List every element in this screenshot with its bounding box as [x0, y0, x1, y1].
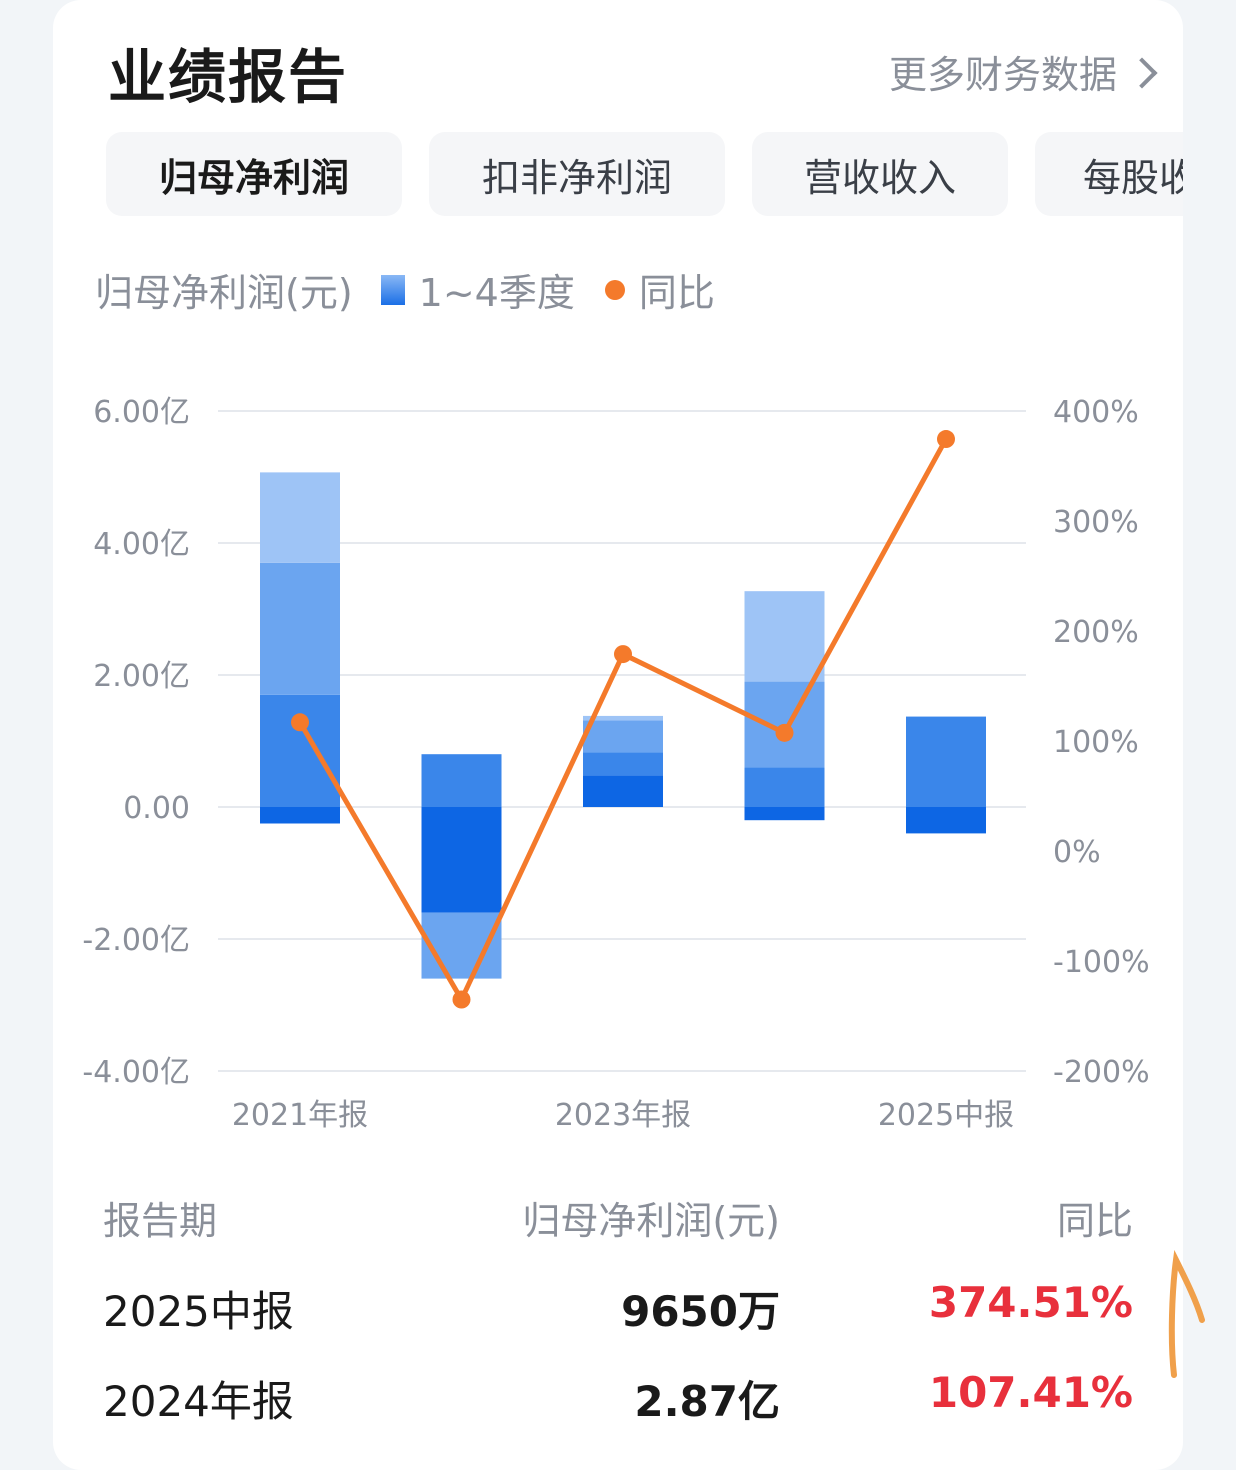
bar-segment — [744, 767, 825, 807]
y-right-tick-label: 200% — [1053, 615, 1139, 650]
chart-legend: 归母净利润(元) 1~4季度 同比 — [95, 262, 715, 317]
y-left-tick-label: 2.00亿 — [93, 659, 190, 694]
tab-deducted-net-profit[interactable]: 扣非净利润 — [429, 132, 725, 216]
bar-segment — [260, 472, 340, 563]
line-legend-swatch — [604, 279, 625, 300]
header-yoy: 同比 — [1056, 1199, 1133, 1243]
y-right-tick-label: -100% — [1053, 945, 1150, 980]
more-financial-data-link[interactable]: 更多财务数据 — [888, 44, 1158, 99]
bar-segment — [583, 775, 663, 807]
bar-segment — [744, 807, 825, 821]
yoy-point — [775, 723, 794, 742]
row-period: 2024年报 — [103, 1377, 294, 1426]
bar-legend-swatch — [380, 274, 405, 305]
tab-eps[interactable]: 每股收 — [1035, 132, 1183, 216]
x-tick-label: 2025中报 — [878, 1098, 1014, 1133]
y-right-tick-label: -200% — [1053, 1055, 1150, 1090]
bar-segment — [744, 591, 825, 682]
bar-segment — [583, 715, 663, 721]
legend-metric-label: 归母净利润(元) — [95, 271, 353, 315]
y-left-tick-label: 4.00亿 — [93, 527, 190, 562]
row-yoy: 374.51% — [928, 1278, 1133, 1327]
net-profit-chart: 6.00亿 4.00亿 2.00亿 0.00 -2.00亿 -4.00亿 400% 300% 2… — [82, 395, 1150, 1133]
legend-bars-label: 1~4季度 — [418, 271, 575, 315]
scroll-hint-mark — [1168, 1250, 1205, 1378]
y-left-tick-label: 0.00 — [123, 791, 190, 826]
bar-segment — [260, 807, 340, 824]
row-yoy: 107.41% — [928, 1368, 1133, 1417]
y-right-tick-label: 0% — [1053, 835, 1101, 870]
more-link-label: 更多财务数据 — [888, 53, 1117, 97]
y-right-tick-label: 300% — [1053, 505, 1139, 540]
page-title: 业绩报告 — [108, 43, 349, 111]
bar-segment — [583, 752, 663, 776]
metric-tabs: 归母净利润 扣非净利润 营收收入 每股收 — [106, 132, 1183, 216]
x-tick-label: 2021年报 — [232, 1098, 368, 1133]
row-value: 9650万 — [621, 1287, 780, 1336]
performance-report-card: 业绩报告 更多财务数据 归母净利润 扣非净利润 营收收入 每股收 归母净利润(元… — [53, 0, 1183, 1470]
row-period: 2025中报 — [103, 1287, 294, 1336]
legend-line-label: 同比 — [638, 271, 715, 315]
bar-segment — [260, 694, 340, 807]
header-value: 归母净利润(元) — [522, 1199, 780, 1243]
y-left-tick-label: -4.00亿 — [82, 1055, 190, 1090]
x-tick-label: 2023年报 — [555, 1098, 691, 1133]
row-value: 2.87亿 — [634, 1377, 780, 1426]
bar-segment — [421, 807, 502, 913]
bar-segment — [906, 716, 986, 807]
bar-segment — [583, 720, 663, 753]
y-right-tick-label: 400% — [1053, 395, 1139, 430]
bar-segment — [906, 807, 986, 834]
bar-segment — [421, 754, 502, 807]
tab-net-profit[interactable]: 归母净利润 — [106, 132, 402, 216]
y-left-tick-label: 6.00亿 — [93, 395, 190, 430]
yoy-point — [291, 713, 309, 732]
bar-segment — [421, 912, 502, 979]
y-left-tick-label: -2.00亿 — [82, 923, 190, 958]
yoy-point — [614, 645, 632, 664]
bar-segment — [260, 562, 340, 695]
tab-revenue[interactable]: 营收收入 — [752, 132, 1008, 216]
yoy-point — [452, 990, 471, 1009]
y-right-tick-label: 100% — [1053, 725, 1139, 760]
yoy-point — [937, 430, 955, 449]
header-period: 报告期 — [103, 1199, 218, 1243]
